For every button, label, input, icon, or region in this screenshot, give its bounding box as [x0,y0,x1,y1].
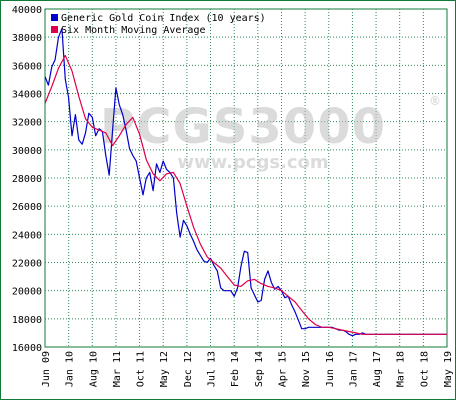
x-tick-label: Nov 15 [301,351,312,387]
y-tick-label: 18000 [12,315,42,326]
x-tick-label: Jan 10 [65,351,76,387]
y-tick-label: 24000 [12,230,42,241]
y-tick-label: 16000 [12,343,42,354]
y-tick-label: 38000 [12,33,42,44]
x-tick-label: Aug 10 [88,351,99,387]
y-tick-label: 30000 [12,146,42,157]
series-line-moving-average [45,54,447,335]
watermark: PCGS3000 ® www.pcgs.com [100,94,441,173]
y-tick-label: 20000 [12,287,42,298]
watermark-main: PCGS3000 [100,99,386,155]
series-layer [45,28,447,337]
y-tick-label: 32000 [12,118,42,129]
x-tick-label: May 19 [443,351,454,387]
x-tick-label: Feb 14 [230,351,241,387]
x-tick-label: Jan 17 [348,351,359,387]
x-tick-label: Dec 12 [183,351,194,387]
x-tick-label: Sep 14 [254,351,265,387]
legend-swatch-gold-index [51,14,58,21]
y-axis: 16000 18000 20000 22000 24000 26000 28000 30000… [12,5,42,354]
watermark-registered: ® [429,94,441,108]
x-tick-label: May 12 [159,351,170,387]
x-tick-label: Mar 18 [396,351,407,387]
x-tick-label: Jun 16 [325,351,336,387]
watermark-sub: www.pcgs.com [177,152,328,173]
x-tick-label: Jul 13 [207,351,218,387]
legend-label-gold-index: Generic Gold Coin Index (10 years) [61,13,266,24]
x-tick-label: Mar 11 [112,351,123,387]
y-tick-label: 34000 [12,90,42,101]
legend-label-moving-average: Six Month Moving Average [61,25,206,36]
y-tick-label: 28000 [12,174,42,185]
y-tick-label: 40000 [12,5,42,16]
x-tick-label: Oct 11 [136,351,147,387]
x-tick-label: Aug 17 [372,351,383,387]
y-tick-label: 36000 [12,61,42,72]
x-tick-label: Jun 09 [41,351,52,387]
x-axis: Jun 09 Jan 10 Aug 10 Mar 11 Oct 11 May 12 Dec … [41,351,454,387]
x-tick-label: Apr 15 [277,351,288,387]
legend-swatch-moving-average [51,26,58,33]
y-tick-label: 22000 [12,259,42,270]
x-tick-label: Oct 18 [419,351,430,387]
legend: Generic Gold Coin Index (10 years) Six M… [51,13,266,36]
y-tick-label: 26000 [12,202,42,213]
